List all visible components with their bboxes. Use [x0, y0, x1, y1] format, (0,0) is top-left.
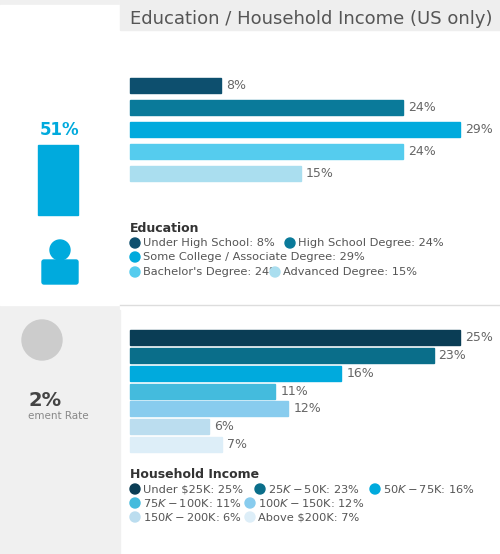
- Circle shape: [50, 240, 70, 260]
- Bar: [0, 310, 120, 554]
- Circle shape: [255, 484, 265, 494]
- Text: $150K-$200K: 6%: $150K-$200K: 6%: [143, 511, 242, 523]
- Bar: [120, 0, 500, 30]
- Text: $75K-$100K: 11%: $75K-$100K: 11%: [143, 497, 242, 509]
- Circle shape: [245, 498, 255, 508]
- Text: Education: Education: [130, 222, 200, 235]
- Text: 24%: 24%: [408, 145, 436, 158]
- Text: 2%: 2%: [28, 391, 61, 409]
- Text: 29%: 29%: [465, 123, 493, 136]
- Text: Bachelor's Degree: 24%: Bachelor's Degree: 24%: [143, 267, 280, 277]
- Text: $50K-$75K: 16%: $50K-$75K: 16%: [383, 483, 475, 495]
- Bar: [130, 78, 221, 93]
- Circle shape: [130, 512, 140, 522]
- Text: Household Income: Household Income: [130, 468, 259, 481]
- Bar: [130, 100, 403, 115]
- Circle shape: [130, 252, 140, 262]
- Circle shape: [22, 320, 62, 360]
- FancyBboxPatch shape: [42, 260, 78, 284]
- Text: Education / Household Income (US only): Education / Household Income (US only): [130, 10, 492, 28]
- Text: 16%: 16%: [346, 367, 374, 380]
- Text: 51%: 51%: [40, 121, 80, 139]
- Text: ement Rate: ement Rate: [28, 411, 88, 421]
- Text: Some College / Associate Degree: 29%: Some College / Associate Degree: 29%: [143, 252, 365, 262]
- Bar: [130, 419, 209, 434]
- Text: 8%: 8%: [226, 79, 246, 92]
- Bar: [120, 0, 500, 554]
- Bar: [130, 166, 300, 181]
- Circle shape: [130, 238, 140, 248]
- Text: 7%: 7%: [228, 438, 248, 451]
- Text: High School Degree: 24%: High School Degree: 24%: [298, 238, 444, 248]
- Bar: [130, 144, 403, 159]
- Bar: [130, 401, 288, 416]
- Bar: [130, 437, 222, 452]
- Circle shape: [130, 484, 140, 494]
- Text: 6%: 6%: [214, 420, 234, 433]
- Bar: [130, 384, 275, 399]
- Text: 23%: 23%: [438, 349, 466, 362]
- Bar: [130, 366, 341, 381]
- Text: $25K-$50K: 23%: $25K-$50K: 23%: [268, 483, 360, 495]
- Circle shape: [370, 484, 380, 494]
- Circle shape: [130, 267, 140, 277]
- Bar: [130, 330, 460, 345]
- Text: 24%: 24%: [408, 101, 436, 114]
- Text: Advanced Degree: 15%: Advanced Degree: 15%: [283, 267, 417, 277]
- Text: 11%: 11%: [280, 385, 308, 398]
- Bar: [38, 145, 78, 215]
- Circle shape: [270, 267, 280, 277]
- Text: 12%: 12%: [294, 402, 321, 415]
- Bar: [130, 348, 434, 363]
- Circle shape: [285, 238, 295, 248]
- Circle shape: [245, 512, 255, 522]
- Circle shape: [130, 498, 140, 508]
- Text: $100K-$150K: 12%: $100K-$150K: 12%: [258, 497, 364, 509]
- Text: Under $25K: 25%: Under $25K: 25%: [143, 484, 243, 494]
- Text: Above $200K: 7%: Above $200K: 7%: [258, 512, 359, 522]
- Text: 15%: 15%: [306, 167, 334, 180]
- Text: 25%: 25%: [465, 331, 493, 344]
- Bar: [0, 5, 120, 305]
- Bar: [130, 122, 460, 137]
- Text: Under High School: 8%: Under High School: 8%: [143, 238, 275, 248]
